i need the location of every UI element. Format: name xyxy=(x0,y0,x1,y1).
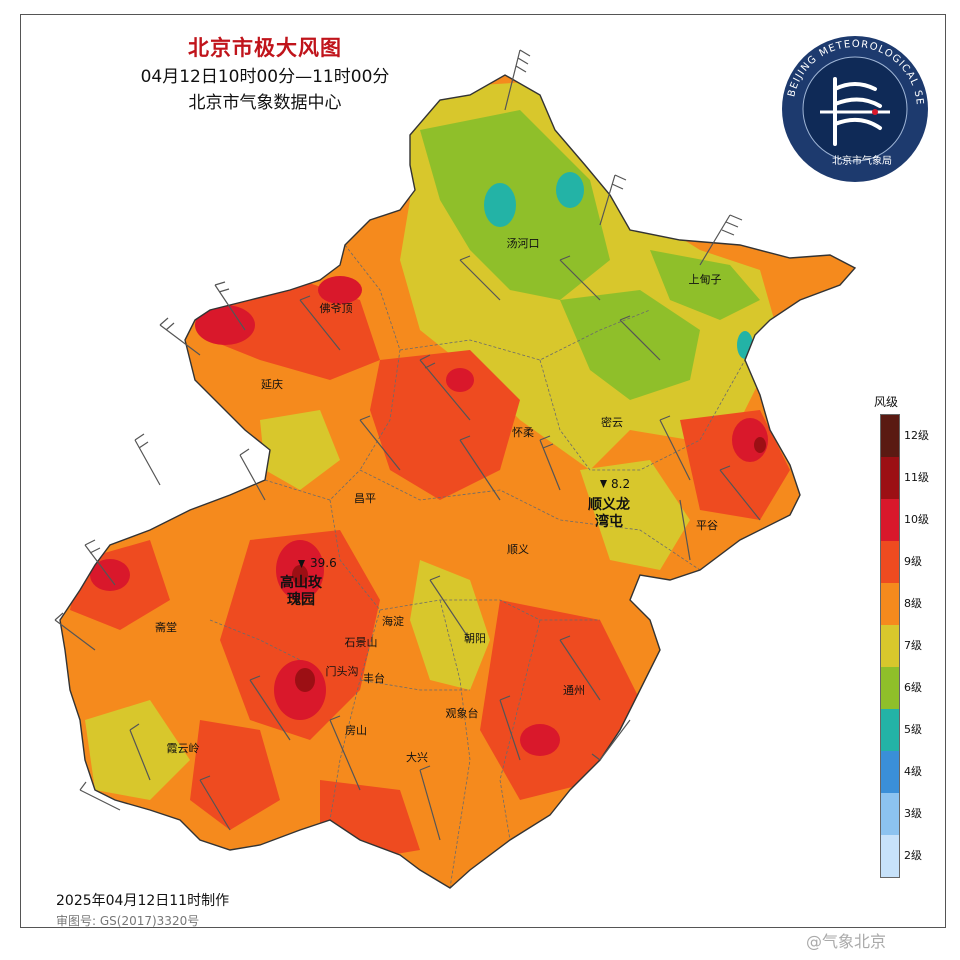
place-label-shunyi: 顺义 xyxy=(507,543,529,556)
place-label-haidian: 海淀 xyxy=(382,615,404,628)
legend-title: 风级 xyxy=(874,395,899,409)
production-time: 2025年04月12日11时制作 xyxy=(56,893,230,909)
place-label-chaoyang: 朝阳 xyxy=(464,632,486,645)
legend-label: 11级 xyxy=(904,471,929,484)
place-label-tongzhou: 通州 xyxy=(563,684,585,697)
meteorological-service-logo: BEIJING METEOROLOGICAL SERVICE 北京市气象局 xyxy=(780,34,928,182)
place-label-pinggu: 平谷 xyxy=(696,519,718,532)
place-label-fengtai: 丰台 xyxy=(363,672,385,685)
place-label-xiayunling: 霞云岭 xyxy=(166,742,200,755)
station-label-line2: 瑰园 xyxy=(287,592,315,608)
logo-name: 北京市气象局 xyxy=(832,154,892,167)
place-label-miyun: 密云 xyxy=(601,416,623,429)
legend-label: 4级 xyxy=(904,765,922,778)
max-gust-value-gaoshan: 39.6 xyxy=(310,556,337,570)
place-label-daxing: 大兴 xyxy=(406,751,428,764)
place-label-foyeding: 佛爷顶 xyxy=(319,302,353,315)
legend-label: 5级 xyxy=(904,723,922,736)
place-label-guanxiangtai: 观象台 xyxy=(445,707,479,720)
legend-swatch xyxy=(881,415,899,457)
place-label-yanqing: 延庆 xyxy=(261,378,283,391)
legend-label: 3级 xyxy=(904,807,922,820)
place-label-fangshan: 房山 xyxy=(345,724,367,737)
legend-swatch xyxy=(881,625,899,667)
legend-swatch xyxy=(881,457,899,499)
place-label-tanghekou: 汤河口 xyxy=(506,237,540,250)
place-label-changping: 昌平 xyxy=(354,492,376,505)
map-publisher: 北京市气象数据中心 xyxy=(188,93,342,113)
station-label-line2: 湾屯 xyxy=(595,514,623,530)
legend-label: 9级 xyxy=(904,555,922,568)
legend-swatch xyxy=(881,499,899,541)
legend-label: 6级 xyxy=(904,681,922,694)
station-label-gaoshan-meiguiyuan: 高山玫 瑰园 xyxy=(280,575,322,609)
legend-swatch xyxy=(881,793,899,835)
legend-label: 12级 xyxy=(904,429,929,442)
legend-swatch xyxy=(881,709,899,751)
legend-swatch xyxy=(881,667,899,709)
place-label-mentougou: 门头沟 xyxy=(325,665,359,678)
station-label-line1: 高山玫 xyxy=(280,575,322,591)
place-label-huairou: 怀柔 xyxy=(512,426,534,439)
place-label-shijingshan: 石景山 xyxy=(344,636,378,649)
legend-swatch xyxy=(881,583,899,625)
place-label-zhaitang: 斋堂 xyxy=(155,621,177,634)
map-title: 北京市极大风图 xyxy=(188,36,342,60)
map-review-number: 审图号: GS(2017)3320号 xyxy=(56,914,200,928)
legend-swatch xyxy=(881,835,899,877)
wind-scale-legend xyxy=(880,414,900,878)
legend-label: 2级 xyxy=(904,849,922,862)
legend-swatch xyxy=(881,541,899,583)
station-label-shunyi-longwantun: 顺义龙 湾屯 xyxy=(588,497,630,531)
station-label-line1: 顺义龙 xyxy=(588,497,630,513)
legend-swatch xyxy=(881,751,899,793)
weibo-watermark: @气象北京 xyxy=(806,932,887,951)
legend-label: 10级 xyxy=(904,513,929,526)
map-time-range: 04月12日10时00分—11时00分 xyxy=(140,67,390,87)
legend-label: 8级 xyxy=(904,597,922,610)
max-gust-value-longwantun: 8.2 xyxy=(611,477,631,491)
place-label-shangdianzi: 上甸子 xyxy=(688,273,722,286)
legend-label: 7级 xyxy=(904,639,922,652)
